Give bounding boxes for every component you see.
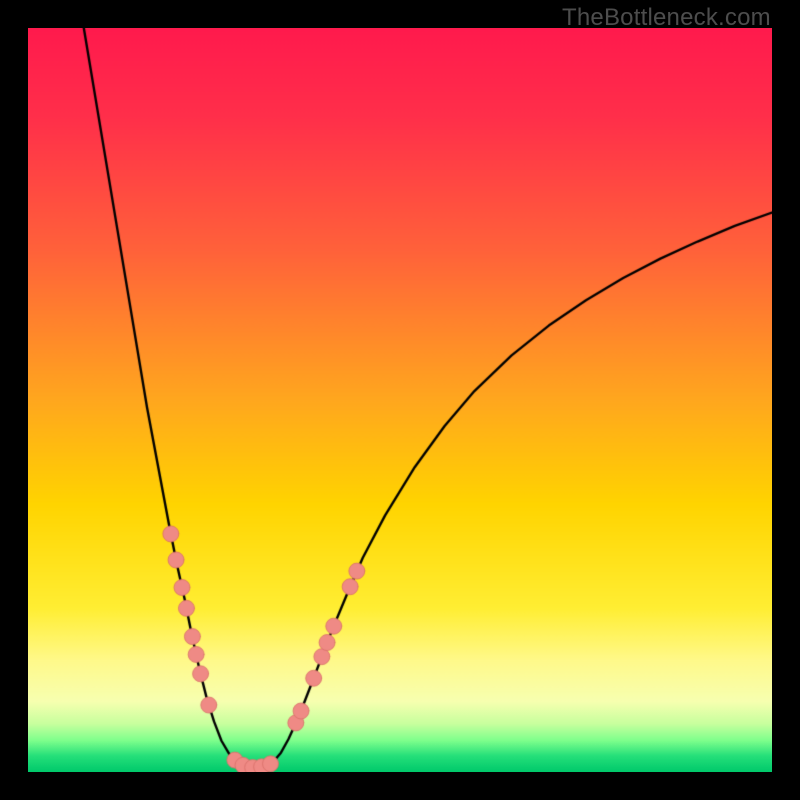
plot-area [28,28,772,772]
bottleneck-curve [28,28,772,772]
stage: TheBottleneck.com [0,0,800,800]
watermark-text: TheBottleneck.com [562,4,771,32]
